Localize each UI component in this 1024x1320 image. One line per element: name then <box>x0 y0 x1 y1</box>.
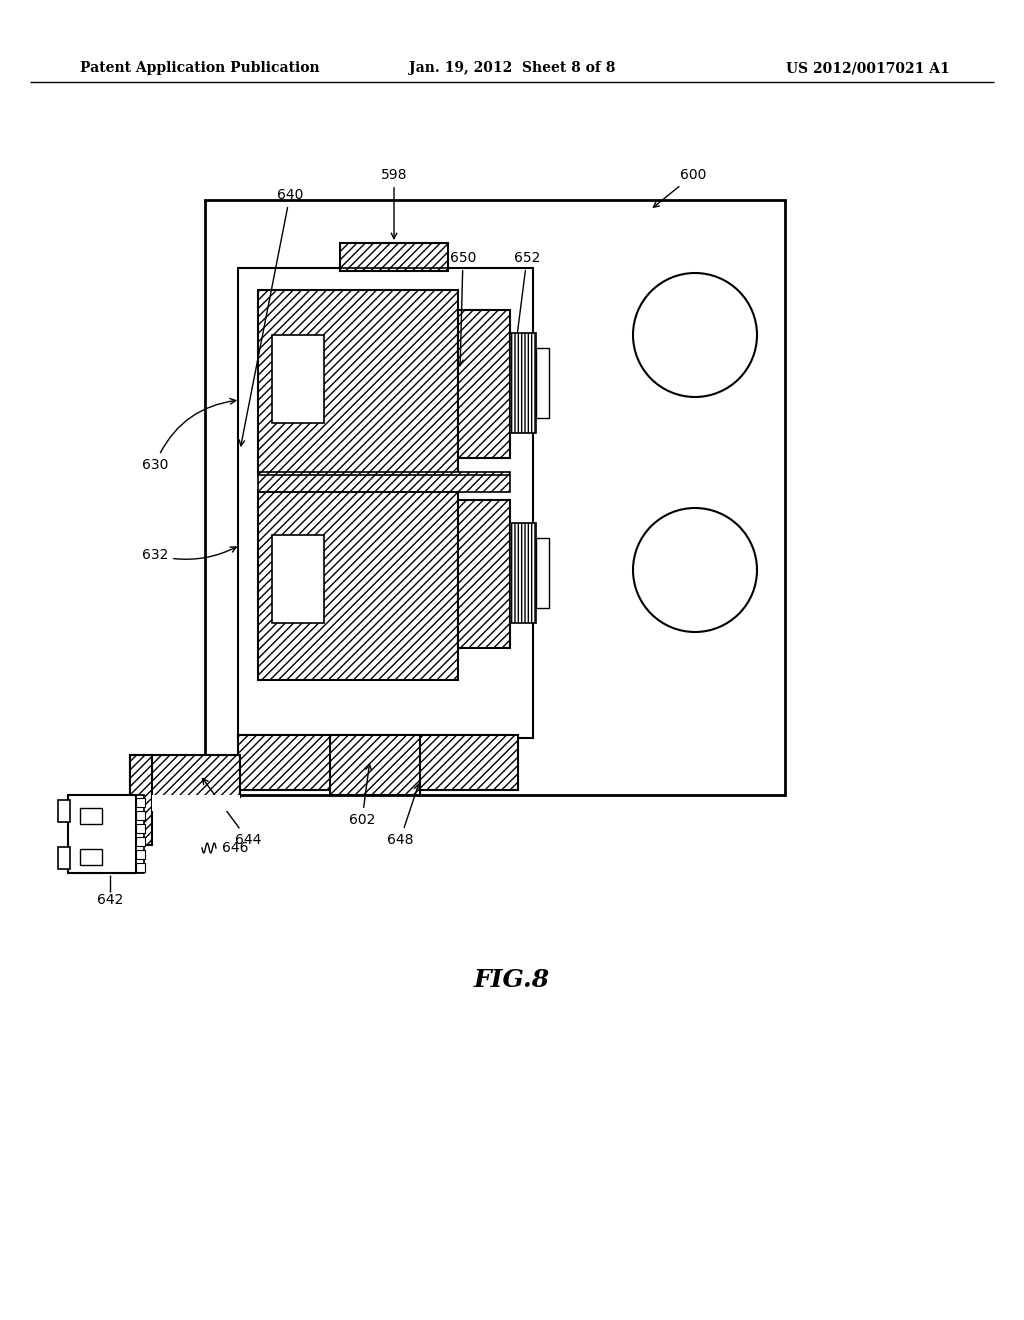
Bar <box>58 800 70 822</box>
Bar <box>136 810 145 820</box>
Bar <box>80 808 102 824</box>
Bar <box>152 795 240 810</box>
Text: 652: 652 <box>511 251 541 371</box>
Bar <box>272 335 324 422</box>
Bar <box>510 523 536 623</box>
Text: 630: 630 <box>141 399 236 473</box>
Bar <box>258 290 458 475</box>
Bar <box>136 799 145 807</box>
Text: 644: 644 <box>203 779 261 847</box>
Text: 598: 598 <box>381 168 408 239</box>
Bar <box>458 310 510 458</box>
Bar <box>205 201 785 795</box>
Bar <box>130 755 240 797</box>
Bar <box>136 850 145 859</box>
Text: 640: 640 <box>240 187 303 446</box>
Bar <box>130 755 152 845</box>
Bar <box>536 539 549 609</box>
Text: 650: 650 <box>450 251 476 366</box>
Text: Patent Application Publication: Patent Application Publication <box>80 61 319 75</box>
Bar <box>258 490 458 680</box>
Bar <box>536 348 549 418</box>
Bar <box>510 333 536 433</box>
Text: 632: 632 <box>141 546 237 562</box>
Text: 646: 646 <box>222 841 248 855</box>
Bar <box>238 268 534 738</box>
Bar <box>458 500 510 648</box>
Bar <box>340 243 449 271</box>
Text: FIG.8: FIG.8 <box>474 968 550 993</box>
Text: 602: 602 <box>349 764 375 828</box>
Bar <box>136 795 144 873</box>
Bar <box>58 847 70 869</box>
Text: Jan. 19, 2012  Sheet 8 of 8: Jan. 19, 2012 Sheet 8 of 8 <box>409 61 615 75</box>
Text: US 2012/0017021 A1: US 2012/0017021 A1 <box>786 61 950 75</box>
Bar <box>258 473 510 492</box>
Bar <box>136 824 145 833</box>
Bar <box>136 837 145 846</box>
Text: 648: 648 <box>387 784 420 847</box>
Bar <box>80 849 102 865</box>
Bar <box>238 735 518 789</box>
Bar <box>136 863 145 873</box>
Text: 600: 600 <box>653 168 707 207</box>
Bar <box>272 535 324 623</box>
Bar <box>330 735 420 795</box>
Text: 642: 642 <box>97 894 123 907</box>
Bar <box>68 795 136 873</box>
